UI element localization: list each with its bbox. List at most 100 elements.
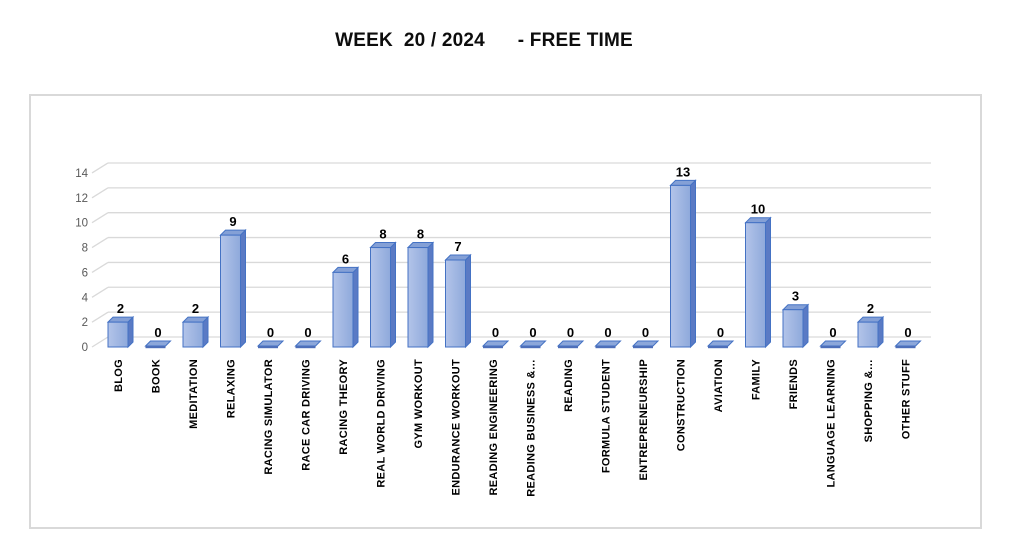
bar-front-face	[670, 184, 691, 348]
bar-value-label: 0	[604, 325, 611, 340]
y-axis-tick-label: 8	[82, 243, 88, 255]
zero-marker-edge	[258, 346, 278, 349]
x-axis-label: FAMILY	[751, 359, 763, 400]
x-axis-label: ENDURANCE WORKOUT	[451, 359, 463, 495]
x-axis-label: BLOG	[113, 359, 125, 392]
x-axis-label: RELAXING	[226, 359, 238, 418]
bar-front-face	[220, 234, 241, 348]
bar-front-face	[182, 321, 204, 348]
bar-side-face	[802, 303, 809, 349]
gridline-depth-tick	[91, 311, 109, 323]
zero-marker-edge	[708, 346, 728, 349]
zero-marker-top	[294, 340, 322, 347]
bar-value-label: 10	[751, 202, 765, 217]
x-axis-label: RACING THEORY	[338, 359, 350, 455]
chart-container: 0 2 4 6 8 10 12 14 2 BLOG 0 BOOK 2 MEDITATION 9 RELAXIN…	[29, 94, 982, 529]
bar-chart-svg: 0 2 4 6 8 10 12 14 2 BLOG 0 BOOK 2 MEDITATION 9 RELAXIN…	[75, 162, 931, 497]
bar-value-label: 3	[792, 289, 799, 304]
bar-front-face	[332, 271, 354, 348]
bar	[181, 315, 210, 349]
bar-top-face	[331, 266, 360, 273]
gridline-depth-tick	[91, 187, 109, 199]
zero-marker	[631, 340, 660, 349]
zero-marker	[519, 340, 547, 349]
x-axis-label: READING	[563, 359, 575, 412]
bar-top-face	[106, 316, 135, 323]
bar-side-face	[352, 266, 359, 349]
x-axis-label: BOOK	[151, 359, 163, 393]
bar-top-face	[669, 179, 697, 186]
bar-value-label: 0	[717, 325, 724, 340]
zero-marker-top	[706, 340, 735, 347]
x-axis-label: CONSTRUCTION	[676, 359, 688, 451]
bar-top-face	[369, 242, 397, 249]
bar-value-label: 0	[492, 325, 499, 340]
bar-value-label: 0	[154, 325, 161, 340]
x-axis-label: SHOPPING &…	[863, 359, 875, 442]
bar-front-face	[407, 247, 429, 348]
x-axis-label: MEDITATION	[188, 359, 200, 429]
zero-marker-top	[631, 340, 660, 347]
zero-marker-edge	[483, 346, 503, 349]
y-axis-tick-label: 4	[82, 292, 89, 304]
zero-marker-edge	[595, 346, 616, 349]
zero-marker	[294, 340, 322, 349]
zero-marker-edge	[558, 346, 578, 349]
bar	[106, 315, 135, 349]
zero-marker-edge	[520, 346, 541, 349]
zero-marker-edge	[633, 346, 653, 349]
gridline-depth-tick	[91, 336, 109, 348]
bar-value-label: 0	[529, 325, 536, 340]
zero-marker	[556, 340, 585, 349]
bar-top-face	[181, 316, 210, 323]
bar-side-face	[690, 179, 696, 349]
zero-marker-top	[144, 340, 172, 347]
x-axis-label: RACE CAR DRIVING	[301, 359, 313, 471]
y-axis-tick-label: 2	[82, 317, 88, 329]
gridline-depth-tick	[91, 237, 109, 249]
zero-marker-top	[556, 340, 585, 347]
bar-top-face	[219, 229, 247, 236]
bar-value-label: 0	[304, 325, 311, 340]
y-axis-tick-label: 0	[82, 342, 88, 354]
x-axis-label: OTHER STUFF	[901, 359, 913, 439]
x-axis-label: READING ENGINEERING	[488, 359, 500, 496]
bar	[781, 303, 810, 349]
y-axis-tick-label: 12	[75, 193, 88, 205]
bar-side-face	[765, 216, 771, 349]
zero-marker-top	[519, 340, 547, 347]
bar-top-face	[444, 254, 472, 261]
bar-value-label: 6	[342, 251, 349, 266]
bar-value-label: 8	[417, 227, 424, 242]
gridline-depth-tick	[91, 261, 109, 273]
zero-marker	[894, 340, 922, 349]
bar-front-face	[745, 222, 766, 348]
x-axis-label: LANGUAGE LEARNING	[826, 359, 838, 488]
bar-value-label: 8	[379, 227, 386, 242]
zero-marker-top	[594, 340, 622, 347]
bar	[669, 179, 697, 349]
x-axis-label: RACING SIMULATOR	[263, 359, 275, 475]
zero-marker-edge	[145, 346, 166, 349]
bar-side-face	[240, 228, 246, 349]
bar-value-label: 0	[567, 325, 574, 340]
zero-marker-edge	[295, 346, 316, 349]
bar-value-label: 0	[904, 325, 911, 340]
y-axis-tick-label: 14	[75, 168, 88, 180]
bar-front-face	[445, 259, 466, 348]
x-axis-label: FRIENDS	[788, 359, 800, 409]
gridline-depth-tick	[91, 212, 109, 224]
zero-marker	[706, 340, 735, 349]
bar	[219, 228, 247, 349]
bar	[331, 266, 360, 349]
x-axis-label: FORMULA STUDENT	[601, 359, 613, 473]
bar-value-label: 13	[676, 164, 690, 179]
chart-title: WEEK 20 / 2024 - FREE TIME	[335, 30, 633, 51]
bar	[856, 315, 885, 349]
zero-marker	[819, 340, 847, 349]
bar-front-face	[370, 247, 391, 348]
x-axis-label: REAL WORLD DRIVING	[376, 359, 388, 488]
bar-side-face	[427, 241, 434, 349]
bar	[744, 216, 772, 349]
zero-marker	[256, 340, 285, 349]
